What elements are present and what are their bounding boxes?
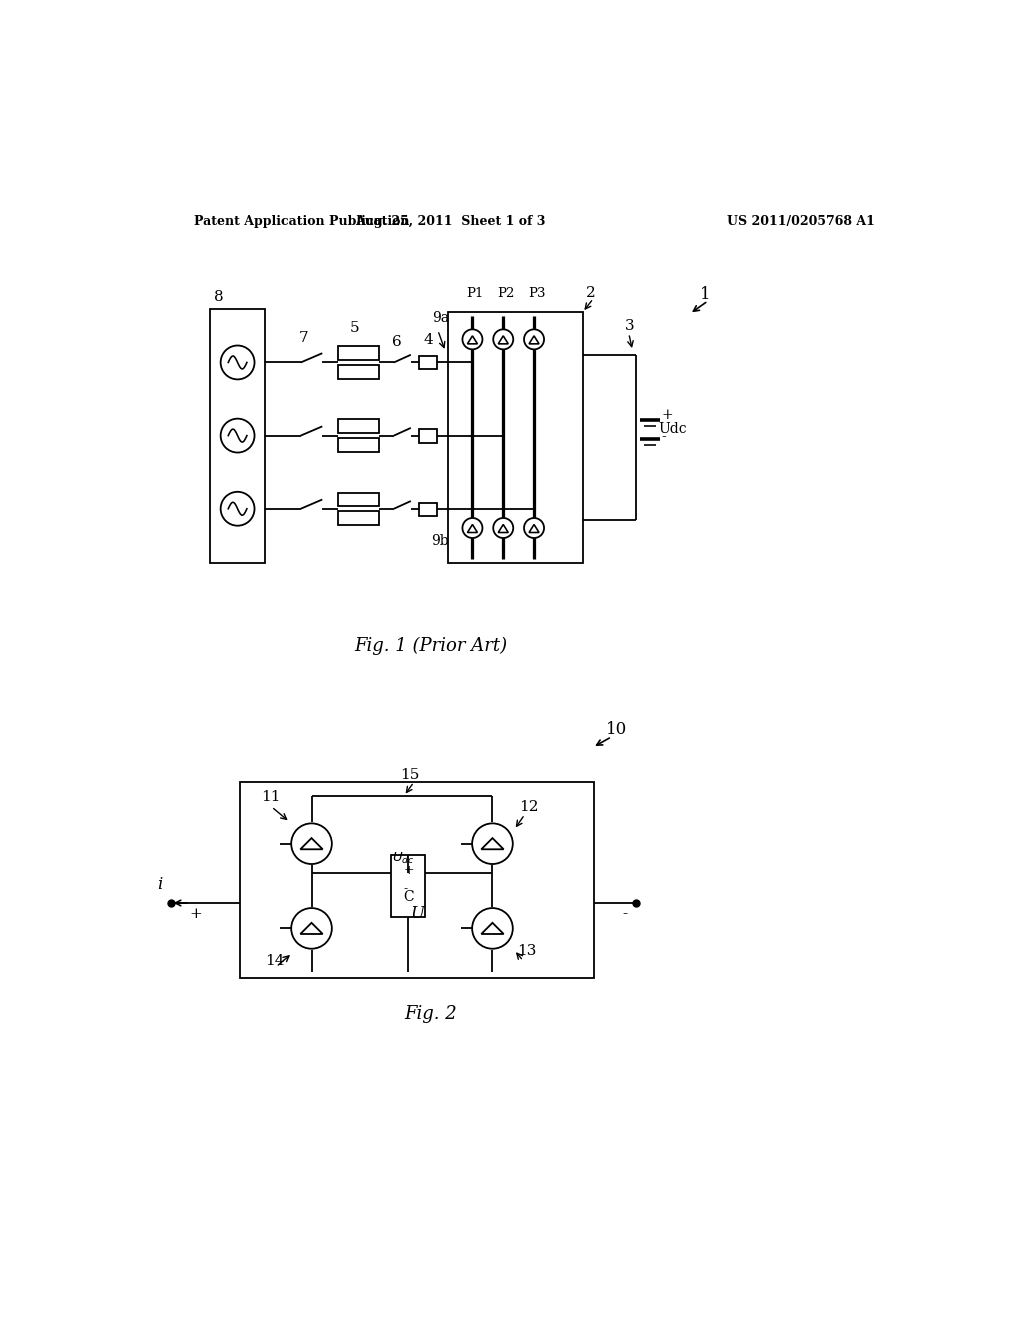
Text: 13: 13 (517, 944, 537, 958)
Circle shape (472, 908, 513, 949)
Text: 9a: 9a (432, 312, 450, 326)
Bar (391, 855, 425, 917)
Circle shape (494, 517, 513, 539)
Text: 15: 15 (400, 768, 420, 781)
Circle shape (220, 418, 255, 453)
Bar (210, 309, 265, 562)
Text: -: - (403, 882, 408, 895)
Bar (339, 492, 379, 507)
Circle shape (463, 330, 482, 350)
Bar (339, 346, 379, 360)
Bar (447, 313, 583, 562)
Text: P1: P1 (466, 286, 483, 300)
Text: 4: 4 (423, 333, 433, 347)
Text: 10: 10 (605, 721, 627, 738)
Text: P3: P3 (528, 286, 546, 300)
Text: i: i (158, 876, 163, 894)
Text: 6: 6 (391, 334, 401, 348)
Text: 9b: 9b (431, 535, 449, 548)
Text: 11: 11 (261, 791, 281, 804)
Text: +: + (662, 408, 673, 421)
Text: -: - (662, 430, 666, 444)
Text: Aug. 25, 2011  Sheet 1 of 3: Aug. 25, 2011 Sheet 1 of 3 (355, 215, 546, 227)
Text: +: + (189, 907, 203, 921)
Bar (339, 420, 379, 433)
Text: 14: 14 (265, 954, 285, 969)
Circle shape (494, 330, 513, 350)
Circle shape (291, 908, 332, 949)
Circle shape (524, 517, 544, 539)
Text: 8: 8 (214, 290, 223, 304)
Bar (339, 438, 379, 451)
Text: Fig. 2: Fig. 2 (404, 1006, 458, 1023)
Text: 5: 5 (350, 322, 359, 335)
Text: $U_{dc}$: $U_{dc}$ (392, 850, 415, 866)
Text: Fig. 1 (Prior Art): Fig. 1 (Prior Art) (354, 638, 508, 655)
Text: +: + (403, 863, 414, 876)
Bar (339, 511, 379, 525)
Text: U: U (411, 906, 425, 923)
Text: US 2011/0205768 A1: US 2011/0205768 A1 (727, 215, 876, 227)
Bar (419, 503, 437, 516)
Text: P2: P2 (497, 286, 514, 300)
Circle shape (220, 492, 255, 525)
Text: -: - (623, 907, 628, 921)
Circle shape (472, 824, 513, 865)
Text: 2: 2 (587, 286, 596, 300)
Circle shape (524, 330, 544, 350)
Text: 3: 3 (625, 319, 635, 333)
Bar (240, 781, 594, 978)
Text: 1: 1 (700, 286, 711, 304)
Text: Udc: Udc (658, 421, 687, 436)
Bar (419, 429, 437, 442)
Circle shape (463, 517, 482, 539)
Circle shape (291, 824, 332, 865)
Bar (419, 356, 437, 370)
Text: C: C (403, 891, 414, 904)
Text: 7: 7 (298, 331, 308, 345)
Circle shape (220, 346, 255, 379)
Text: 12: 12 (519, 800, 539, 814)
Bar (339, 364, 379, 379)
Text: Patent Application Publication: Patent Application Publication (195, 215, 410, 227)
